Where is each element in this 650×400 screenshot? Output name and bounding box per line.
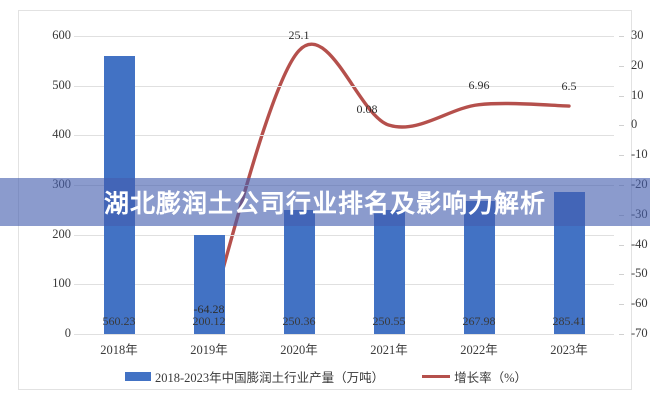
category-label: 2018年 xyxy=(100,343,138,357)
bar xyxy=(193,234,225,334)
right-axis-tick-mark xyxy=(619,244,624,246)
bar-value-label: 250.55 xyxy=(372,314,406,328)
category-label: 2023年 xyxy=(550,343,588,357)
legend-item-production: 2018-2023年中国膨润土行业产量（万吨） xyxy=(124,367,385,386)
bar xyxy=(283,209,315,334)
left-axis-tick-label: 100 xyxy=(52,276,71,291)
left-axis-tick-label: 500 xyxy=(52,77,71,92)
right-axis-tick-mark xyxy=(619,274,624,276)
category-label: 2020年 xyxy=(280,343,318,357)
left-axis-tick-label: 400 xyxy=(52,127,71,142)
category-label: 2019年 xyxy=(190,343,228,357)
right-axis-tick-label: -40 xyxy=(631,236,648,251)
line-value-label: 25.1 xyxy=(288,27,310,42)
legend-label-production: 2018-2023年中国膨润土行业产量（万吨） xyxy=(154,371,385,385)
gridline xyxy=(74,234,614,236)
bar-value-label: 200.12 xyxy=(192,314,226,328)
right-axis-tick-mark xyxy=(619,65,624,67)
right-axis-tick-label: -10 xyxy=(631,147,648,162)
right-axis-tick-mark xyxy=(619,95,624,97)
line-swatch-icon xyxy=(422,375,451,378)
right-axis-tick-mark xyxy=(619,125,624,127)
gridline xyxy=(74,85,614,87)
gridline xyxy=(74,135,614,137)
category-label: 2021年 xyxy=(370,343,408,357)
left-axis-tick-label: 600 xyxy=(52,28,71,42)
right-axis-tick-mark xyxy=(619,155,624,157)
right-axis-tick-mark xyxy=(619,36,624,37)
right-axis-tick-label: -50 xyxy=(631,266,648,281)
line-value-label: 6.96 xyxy=(468,77,490,92)
watermark-banner: 湖北膨润土公司行业排名及影响力解析 xyxy=(0,178,650,226)
gridline xyxy=(74,334,614,335)
right-axis-tick-label: 30 xyxy=(631,28,644,42)
right-axis-tick-label: 20 xyxy=(631,57,644,72)
legend-item-growth-rate: 增长率（%） xyxy=(422,367,527,386)
line-value-label: 6.5 xyxy=(561,79,577,94)
left-axis-tick-label: 200 xyxy=(52,226,71,241)
chart-legend: 2018-2023年中国膨润土行业产量（万吨） 增长率（%） xyxy=(19,367,633,386)
line-value-label: 0.08 xyxy=(356,102,378,117)
bar-value-label: 285.41 xyxy=(552,314,586,328)
line-value-label: -64.28 xyxy=(193,301,225,316)
bar-value-label: 560.23 xyxy=(102,314,136,328)
right-axis-tick-label: 10 xyxy=(631,87,644,102)
right-axis-tick-label: -60 xyxy=(631,296,648,311)
right-axis-tick-mark xyxy=(619,334,624,335)
right-axis-tick-mark xyxy=(619,304,624,306)
gridline xyxy=(74,284,614,286)
bar-value-label: 267.98 xyxy=(462,314,496,328)
right-axis-tick-label: -70 xyxy=(631,326,648,340)
bar-value-label: 250.36 xyxy=(282,314,316,328)
category-label: 2022年 xyxy=(460,343,498,357)
bar-swatch-icon xyxy=(124,372,151,381)
gridline xyxy=(74,36,614,37)
bar xyxy=(373,209,405,334)
legend-label-growth-rate: 增长率（%） xyxy=(454,371,528,385)
category-axis-labels: 2018年 2019年 2020年 2021年 2022年 2023年 xyxy=(74,339,614,359)
right-axis-tick-label: 0 xyxy=(631,117,638,132)
left-axis-tick-label: 0 xyxy=(64,326,71,340)
watermark-banner-text: 湖北膨润土公司行业排名及影响力解析 xyxy=(103,189,546,218)
